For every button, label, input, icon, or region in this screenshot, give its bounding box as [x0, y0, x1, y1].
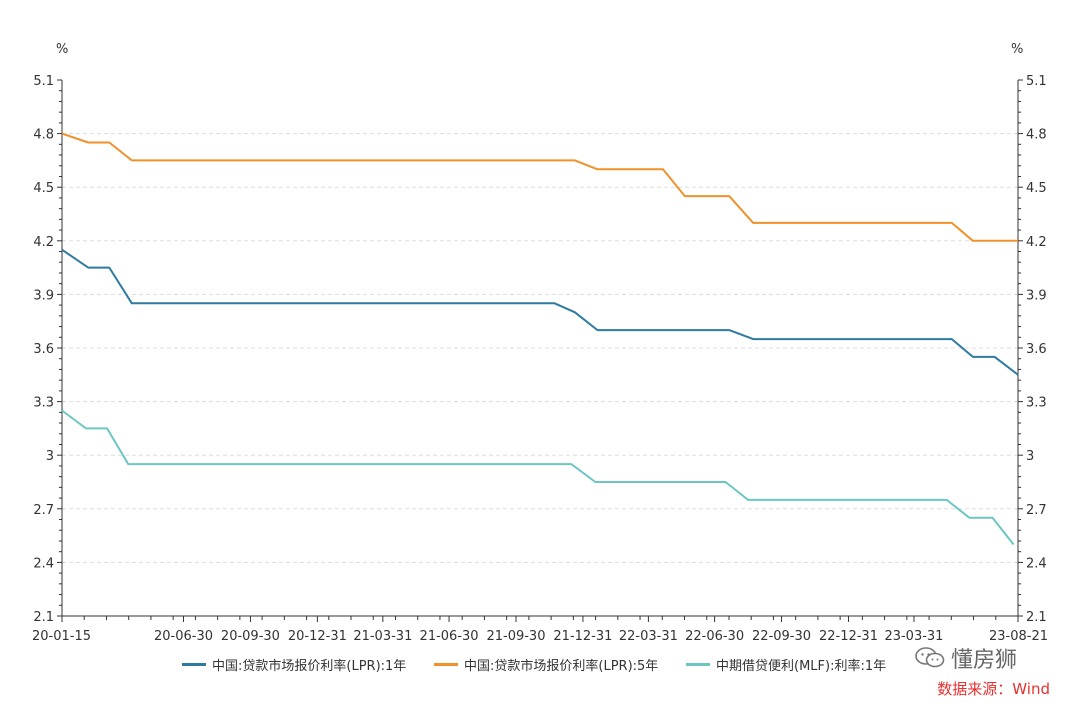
- x-tick-label: 22-12-31: [819, 629, 878, 640]
- legend-swatch-mlf-1y: [686, 663, 710, 666]
- legend-swatch-lpr-5y: [434, 663, 458, 666]
- right-y-unit: %: [1011, 42, 1023, 57]
- right-y-tick-label: 4.5: [1026, 181, 1047, 196]
- left-y-tick-label: 2.1: [33, 610, 54, 625]
- x-tick-label: 21-03-31: [353, 629, 412, 640]
- x-tick-label: 22-03-31: [619, 629, 678, 640]
- right-y-tick-label: 2.7: [1026, 503, 1047, 518]
- axis-ticks: 5.1 5.1 4.8 4.8 4.5 4.5 4.2 4.2 3.9 3.9 3.6 3.6 3.3 3…: [32, 74, 1048, 640]
- left-y-tick-label: 3: [46, 449, 54, 464]
- right-y-tick-label: 3.3: [1026, 396, 1047, 411]
- legend-label-mlf-1y: 中期借贷便利(MLF):利率:1年: [716, 659, 887, 674]
- series-line-1: [61, 132, 1018, 242]
- left-y-unit: %: [56, 42, 68, 57]
- legend-item-lpr-1y[interactable]: 中国:贷款市场报价利率(LPR):1年: [182, 655, 406, 674]
- x-tick-label: 21-12-31: [553, 629, 612, 640]
- left-y-tick-label: 4.8: [33, 128, 54, 143]
- legend-item-lpr-5y[interactable]: 中国:贷款市场报价利率(LPR):5年: [434, 655, 658, 674]
- left-y-tick-label: 2.4: [33, 556, 54, 571]
- x-tick-label: 22-06-30: [685, 629, 744, 640]
- watermark-text: 懂房狮: [951, 648, 1018, 673]
- series-lines: [61, 132, 1019, 546]
- right-y-tick-label: 2.4: [1026, 556, 1047, 571]
- legend: 中国:贷款市场报价利率(LPR):1年 中国:贷款市场报价利率(LPR):5年 …: [0, 655, 1080, 679]
- x-tick-label: 21-09-30: [486, 629, 545, 640]
- x-tick-label: 21-06-30: [420, 629, 479, 640]
- x-tick-label: 20-01-15: [32, 629, 91, 640]
- x-tick-label: 22-09-30: [752, 629, 811, 640]
- x-tick-label: 23-08-21: [989, 629, 1048, 640]
- series-line-0: [61, 248, 1019, 376]
- left-y-tick-label: 5.1: [33, 74, 54, 89]
- wechat-icon: [915, 647, 945, 668]
- left-y-tick-label: 3.6: [33, 342, 54, 357]
- x-tick-label: 20-12-31: [288, 629, 347, 640]
- x-tick-label: 20-09-30: [221, 629, 280, 640]
- right-y-tick-label: 3: [1026, 449, 1034, 464]
- legend-swatch-lpr-1y: [182, 663, 206, 666]
- x-tick-label: 23-03-31: [884, 629, 943, 640]
- legend-item-mlf-1y[interactable]: 中期借贷便利(MLF):利率:1年: [686, 655, 886, 674]
- right-y-tick-label: 5.1: [1026, 74, 1047, 89]
- right-y-tick-label: 2.1: [1026, 610, 1047, 625]
- right-y-tick-label: 3.9: [1026, 288, 1047, 303]
- x-tick-label: 20-06-30: [154, 629, 213, 640]
- line-chart: % % 5.1 5.1 4.8 4.8 4.5 4.5 4.2 4.2 3.9 3.9 3.6 3.6…: [32, 42, 1048, 640]
- legend-label-lpr-5y: 中国:贷款市场报价利率(LPR):5年: [464, 659, 659, 674]
- watermark: 懂房狮: [915, 642, 1017, 674]
- left-y-tick-label: 3.9: [33, 288, 54, 303]
- legend-label-lpr-1y: 中国:贷款市场报价利率(LPR):1年: [212, 659, 407, 674]
- right-y-tick-label: 3.6: [1026, 342, 1047, 357]
- right-y-tick-label: 4.2: [1026, 235, 1047, 250]
- right-y-tick-label: 4.8: [1026, 128, 1047, 143]
- series-line-2: [61, 409, 1015, 546]
- left-y-tick-label: 3.3: [33, 396, 54, 411]
- left-y-tick-label: 2.7: [33, 503, 54, 518]
- gridlines: [62, 133, 1018, 563]
- left-y-tick-label: 4.5: [33, 181, 54, 196]
- source-note: 数据来源：Wind: [937, 680, 1050, 698]
- left-y-tick-label: 4.2: [33, 235, 54, 250]
